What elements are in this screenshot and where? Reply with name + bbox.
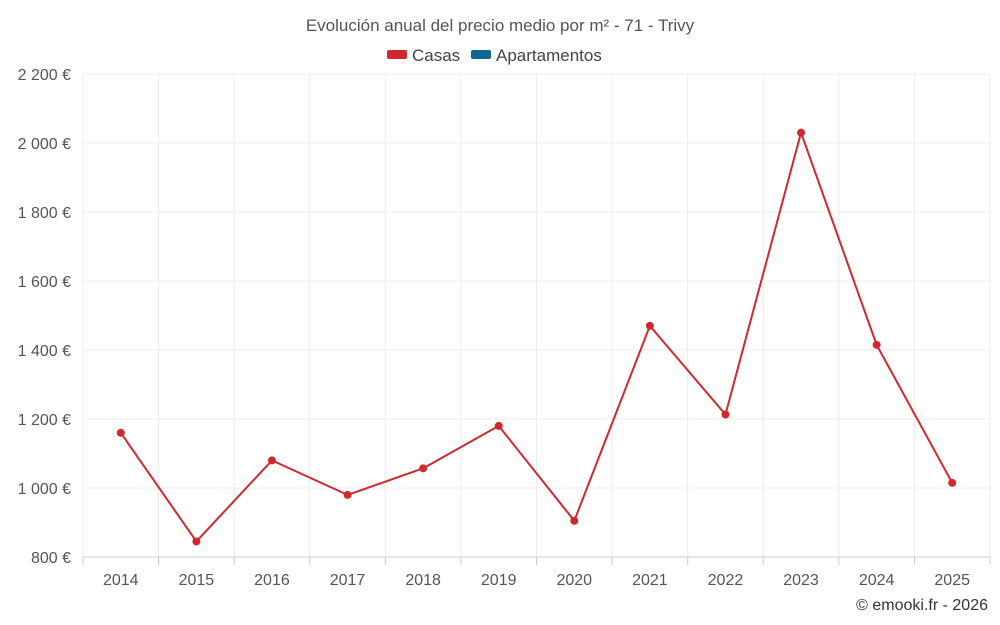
data-point[interactable] bbox=[872, 340, 881, 349]
data-point[interactable] bbox=[419, 464, 428, 473]
x-axis: 2014 2015 2016 2017 2018 2019 2020 2021 2022 2023… bbox=[82, 556, 991, 589]
x-tick-label: 2016 bbox=[254, 572, 290, 589]
x-tick-label: 2025 bbox=[934, 572, 970, 589]
legend-label-apartamentos: Apartamentos bbox=[496, 46, 602, 65]
y-tick-label: 2 200 € bbox=[18, 67, 71, 84]
data-point[interactable] bbox=[494, 421, 503, 430]
x-tick-label: 2024 bbox=[859, 572, 895, 589]
y-tick-label: 800 € bbox=[31, 550, 71, 567]
x-tick-label: 2023 bbox=[783, 572, 819, 589]
credit-text: © emooki.fr - 2026 bbox=[856, 597, 988, 614]
series-casas bbox=[116, 128, 957, 546]
x-tick-label: 2018 bbox=[405, 572, 441, 589]
data-point[interactable] bbox=[721, 410, 730, 419]
y-tick-label: 1 800 € bbox=[18, 205, 71, 222]
y-tick-label: 1 400 € bbox=[18, 343, 71, 360]
data-point[interactable] bbox=[343, 490, 352, 499]
legend-label-casas: Casas bbox=[412, 46, 460, 65]
data-point[interactable] bbox=[192, 537, 201, 546]
x-tick-label: 2020 bbox=[556, 572, 592, 589]
data-point[interactable] bbox=[645, 321, 654, 330]
x-tick-label: 2017 bbox=[330, 572, 366, 589]
chart-title: Evolución anual del precio medio por m² … bbox=[306, 16, 695, 35]
y-axis: 800 € 1 000 € 1 200 € 1 400 € 1 600 € 1 800 €… bbox=[18, 67, 71, 567]
legend-item-casas[interactable]: Casas bbox=[387, 46, 460, 65]
data-point[interactable] bbox=[116, 428, 125, 437]
y-tick-label: 1 200 € bbox=[18, 412, 71, 429]
x-tick-label: 2021 bbox=[632, 572, 668, 589]
data-point[interactable] bbox=[267, 456, 276, 465]
data-point[interactable] bbox=[948, 478, 957, 487]
y-tick-label: 1 600 € bbox=[18, 274, 71, 291]
gridlines bbox=[82, 73, 991, 557]
series-line bbox=[119, 131, 954, 543]
legend-item-apartamentos[interactable]: Apartamentos bbox=[471, 46, 602, 65]
data-point[interactable] bbox=[797, 128, 806, 137]
x-tick-label: 2019 bbox=[481, 572, 517, 589]
data-point[interactable] bbox=[570, 516, 579, 525]
legend-swatch-casas bbox=[387, 50, 407, 59]
x-tick-label: 2014 bbox=[103, 572, 139, 589]
legend: Casas Apartamentos bbox=[387, 46, 602, 65]
x-tick-label: 2022 bbox=[708, 572, 744, 589]
x-tick-label: 2015 bbox=[179, 572, 215, 589]
legend-swatch-apartamentos bbox=[471, 50, 491, 59]
y-tick-label: 1 000 € bbox=[18, 481, 71, 498]
y-tick-label: 2 000 € bbox=[18, 136, 71, 153]
